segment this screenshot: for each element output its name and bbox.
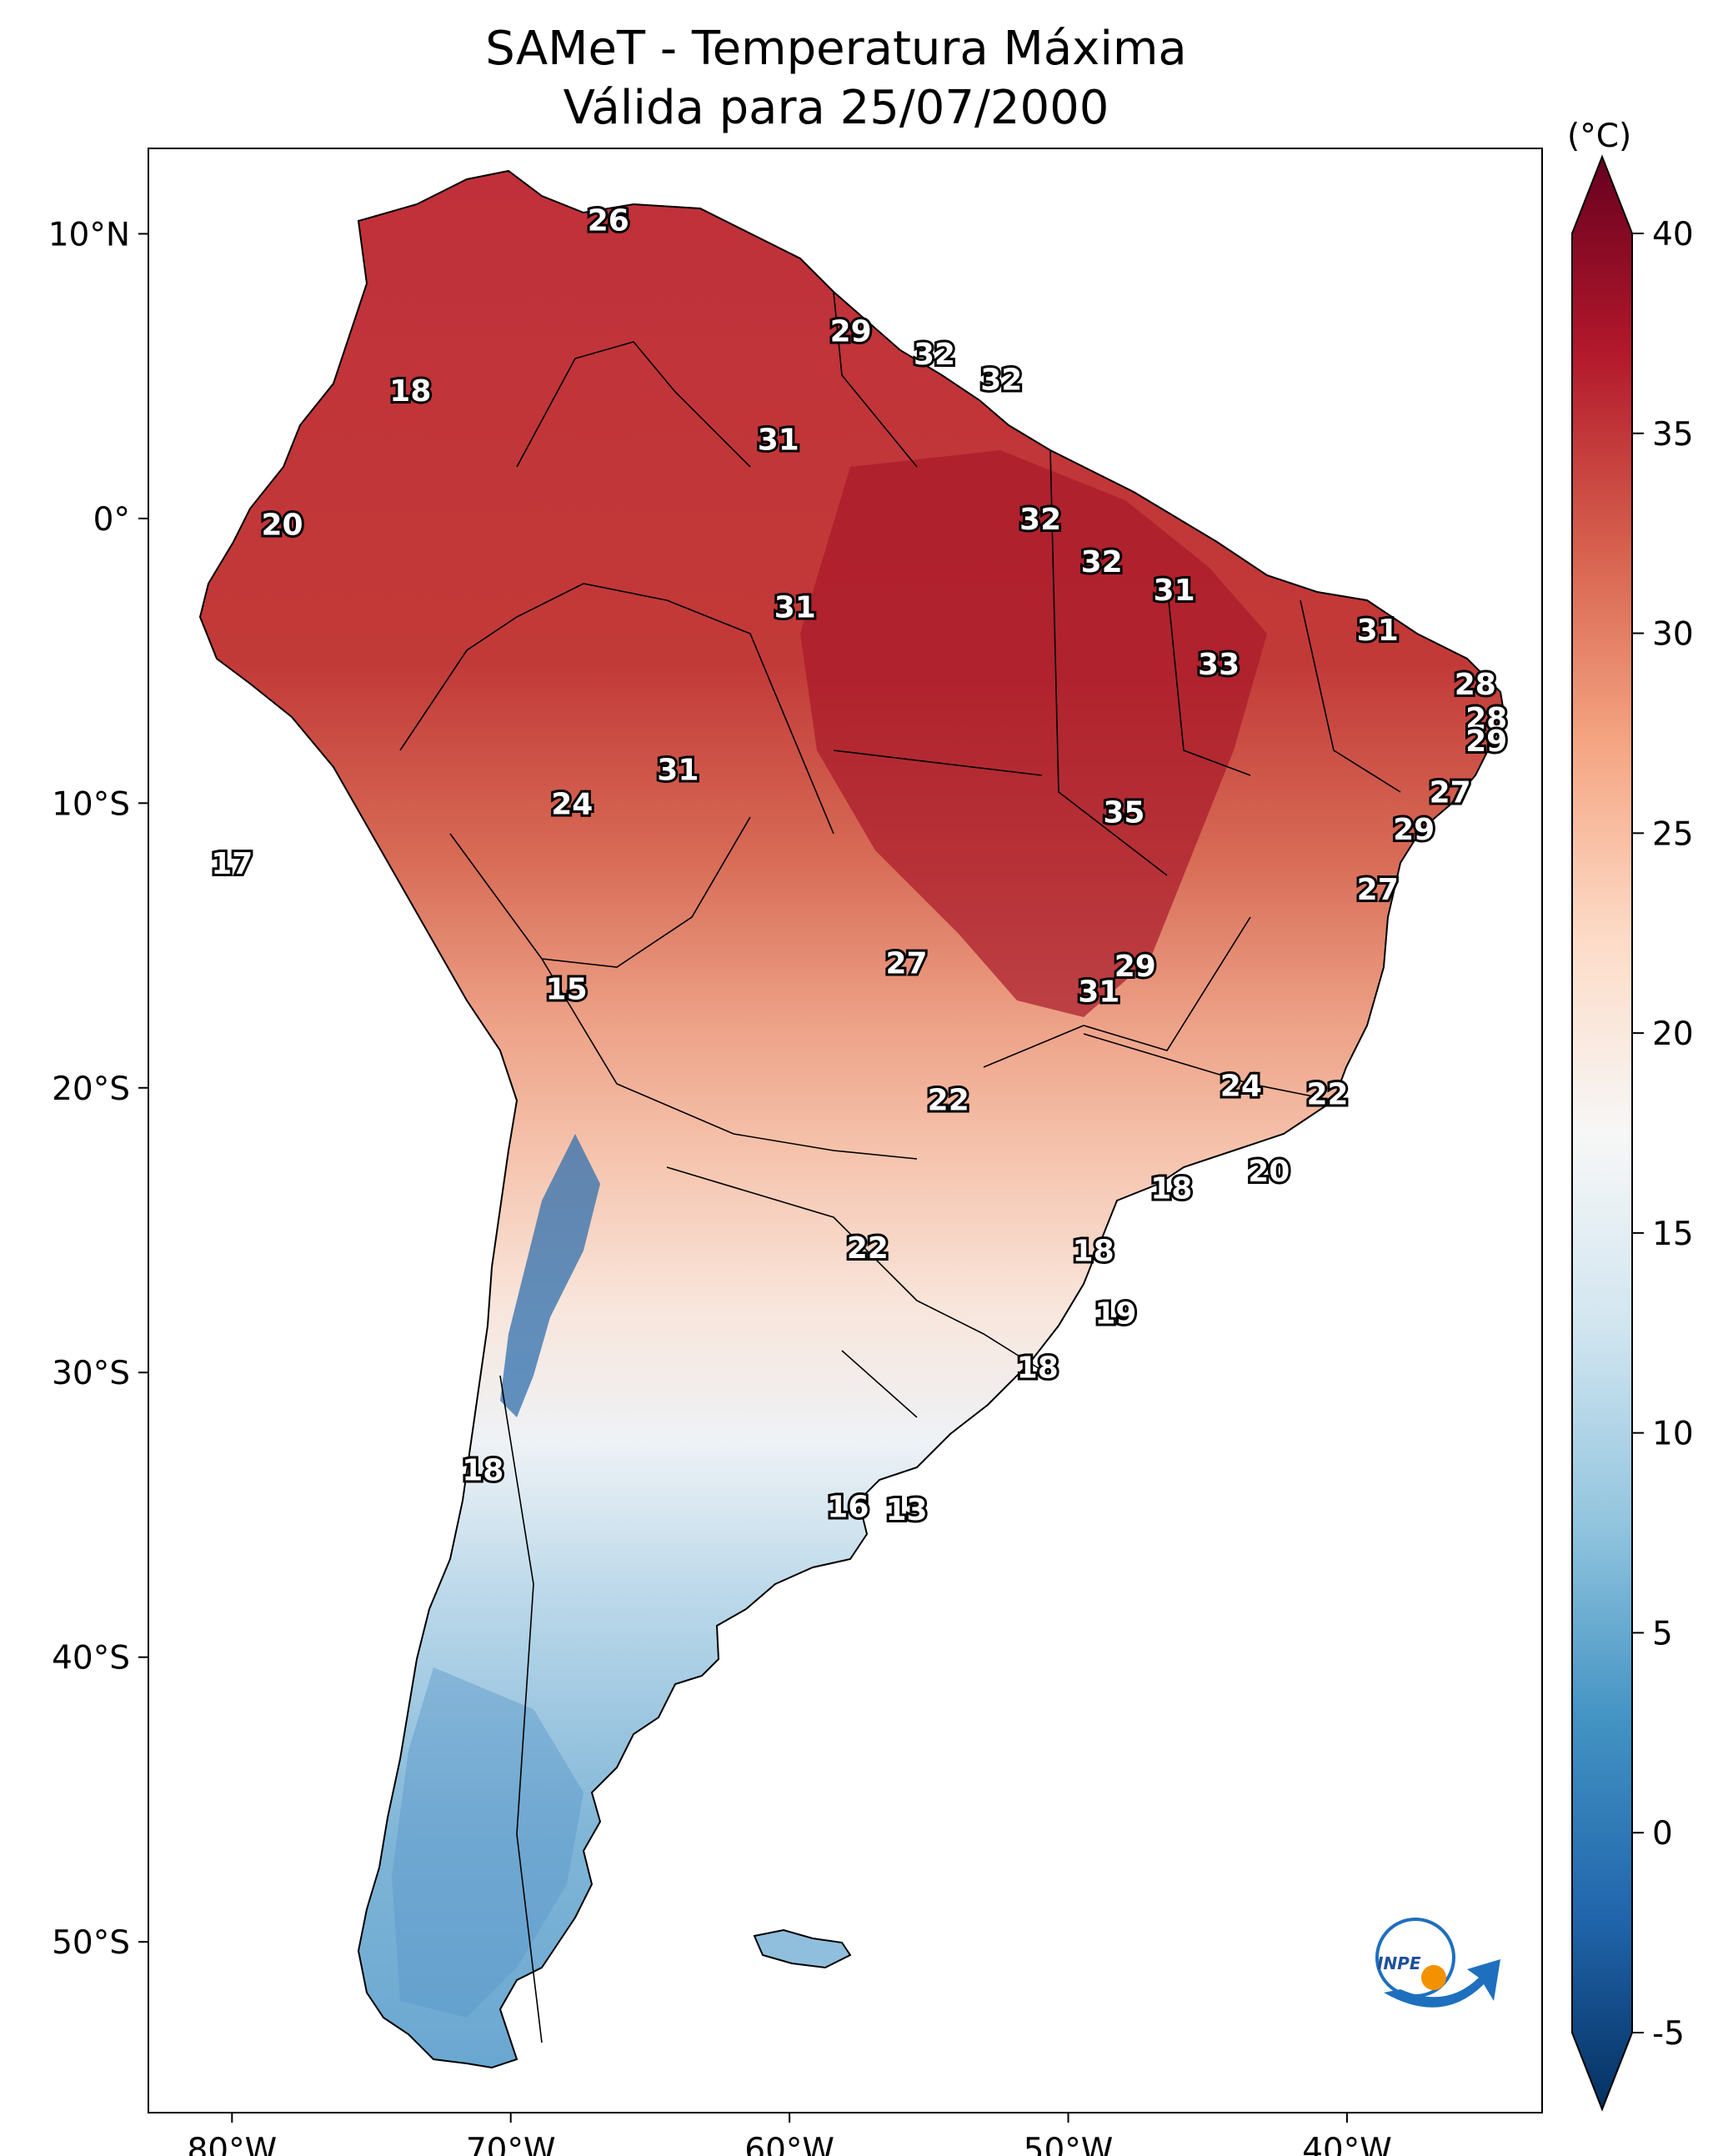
- temperature-label: 24: [1220, 1069, 1262, 1103]
- temperature-label: 31: [1357, 614, 1399, 648]
- temperature-label: 18: [1150, 1171, 1192, 1206]
- colorbar-tick-label: 0: [1652, 1815, 1673, 1853]
- y-tick-label: 40°S: [52, 1640, 130, 1677]
- temperature-label: 22: [928, 1083, 969, 1117]
- x-tick-label: 70°W: [466, 2132, 556, 2156]
- warm-core-region: [800, 450, 1267, 1017]
- temperature-label: 32: [914, 338, 955, 372]
- temperature-label: 31: [1078, 975, 1119, 1010]
- temperature-label: 31: [657, 753, 699, 787]
- patagonia-cool-region: [392, 1667, 584, 2018]
- y-tick-label: 0°: [93, 501, 130, 539]
- temperature-label: 29: [1393, 813, 1435, 847]
- temperature-label: 15: [546, 972, 588, 1006]
- temperature-label: 17: [211, 847, 253, 881]
- x-tick-label: 40°W: [1302, 2132, 1392, 2156]
- temperature-label: 32: [1019, 503, 1061, 537]
- temperature-label: 20: [261, 509, 303, 543]
- colorbar-tick-label: 35: [1652, 416, 1694, 454]
- x-tick-label: 50°W: [1024, 2132, 1114, 2156]
- colorbar-tick-label: 10: [1652, 1416, 1694, 1453]
- colorbar-ticks: 40 35 30 25 20 15 10 5 0 -5: [1632, 216, 1694, 2053]
- temperature-label: 16: [827, 1491, 869, 1525]
- temperature-label: 29: [1114, 950, 1156, 984]
- temperature-label: 29: [830, 315, 872, 349]
- temperature-label: 22: [1306, 1078, 1348, 1112]
- temperature-label: 33: [1198, 648, 1240, 682]
- x-tick-label: 80°W: [187, 2132, 277, 2156]
- colorbar-tick-label: 15: [1652, 1216, 1694, 1253]
- temperature-label: 31: [774, 591, 816, 625]
- temperature-label: 18: [389, 374, 431, 409]
- colorbar-tick-label: -5: [1652, 2015, 1685, 2053]
- temperature-label: 24: [551, 787, 593, 821]
- temperature-label: 27: [886, 947, 928, 981]
- logo-dot: [1421, 1965, 1446, 1990]
- colorbar-tick-label: 5: [1652, 1615, 1673, 1652]
- temperature-label: 32: [1081, 545, 1123, 579]
- inpe-logo: INPE: [1375, 1918, 1500, 2008]
- x-tick-label: 60°W: [744, 2132, 834, 2156]
- country-borders: [399, 291, 1401, 2043]
- temperature-label: 22: [847, 1231, 889, 1266]
- temperature-label: 19: [1094, 1297, 1136, 1331]
- temperature-label: 35: [1103, 796, 1144, 830]
- temperature-label: 28: [1465, 702, 1507, 736]
- temperature-label: 32: [980, 364, 1022, 398]
- colorbar-tick-label: 25: [1652, 815, 1694, 853]
- temperature-label: 18: [462, 1453, 503, 1487]
- colorbar-tick-label: 20: [1652, 1015, 1694, 1053]
- y-axis-ticks: 10°N 0° 10°S 20°S 30°S 40°S 50°S: [48, 216, 148, 1962]
- colorbar: (°C) 40 35 30 25 20 15 10 5 0 -5: [1567, 118, 1694, 2112]
- temperature-label: 18: [1073, 1234, 1114, 1268]
- temperature-label: 29: [1465, 725, 1507, 759]
- colorbar-tick-label: 30: [1652, 616, 1694, 654]
- y-tick-label: 30°S: [52, 1355, 130, 1392]
- map-frame: [148, 148, 1543, 2113]
- y-tick-label: 10°S: [52, 785, 130, 823]
- falkland-islands: [753, 1928, 852, 1969]
- temperature-label: 31: [1154, 574, 1195, 608]
- temperature-label: 27: [1357, 873, 1399, 907]
- temperature-label: 31: [758, 423, 799, 457]
- colorbar-body: [1571, 154, 1633, 2112]
- y-tick-label: 10°N: [48, 216, 130, 253]
- x-axis-ticks: 80°W 70°W 60°W 50°W 40°W: [187, 2113, 1392, 2156]
- map-subtitle: Válida para 25/07/2000: [563, 81, 1109, 135]
- temperature-label: 26: [588, 203, 629, 238]
- temperature-label: 13: [886, 1493, 928, 1527]
- temperature-label: 20: [1248, 1155, 1290, 1189]
- map-title: SAMeT - Temperatura Máxima: [485, 22, 1187, 76]
- temperature-label: 27: [1430, 776, 1471, 810]
- logo-swoosh: [1384, 1959, 1500, 2008]
- temperature-label: 18: [1017, 1351, 1059, 1385]
- andes-cold-band: [500, 1134, 600, 1417]
- colorbar-unit: (°C): [1567, 118, 1631, 155]
- temperature-label: 28: [1455, 668, 1496, 702]
- logo-text: INPE: [1377, 1953, 1421, 1973]
- y-tick-label: 20°S: [52, 1070, 130, 1108]
- y-tick-label: 50°S: [52, 1924, 130, 1962]
- colorbar-tick-label: 40: [1652, 216, 1694, 253]
